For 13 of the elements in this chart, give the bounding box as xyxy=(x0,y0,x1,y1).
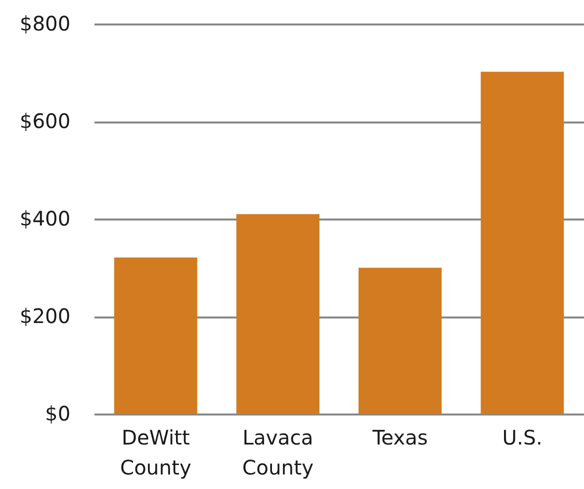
bar xyxy=(236,214,320,414)
y-tick-label: $200 xyxy=(20,304,70,328)
bar xyxy=(358,268,442,414)
x-tick-label: Texas xyxy=(371,426,428,450)
y-tick-label: $600 xyxy=(20,109,70,133)
bar xyxy=(114,258,198,414)
y-tick-label: $400 xyxy=(20,206,70,230)
x-tick-label: DeWitt County xyxy=(120,426,192,480)
bar xyxy=(480,72,564,414)
y-tick-label: $800 xyxy=(20,12,70,36)
x-tick-label: Lavaca County xyxy=(242,426,314,480)
x-tick-label: U.S. xyxy=(502,426,542,450)
y-tick-label: $0 xyxy=(45,402,70,426)
